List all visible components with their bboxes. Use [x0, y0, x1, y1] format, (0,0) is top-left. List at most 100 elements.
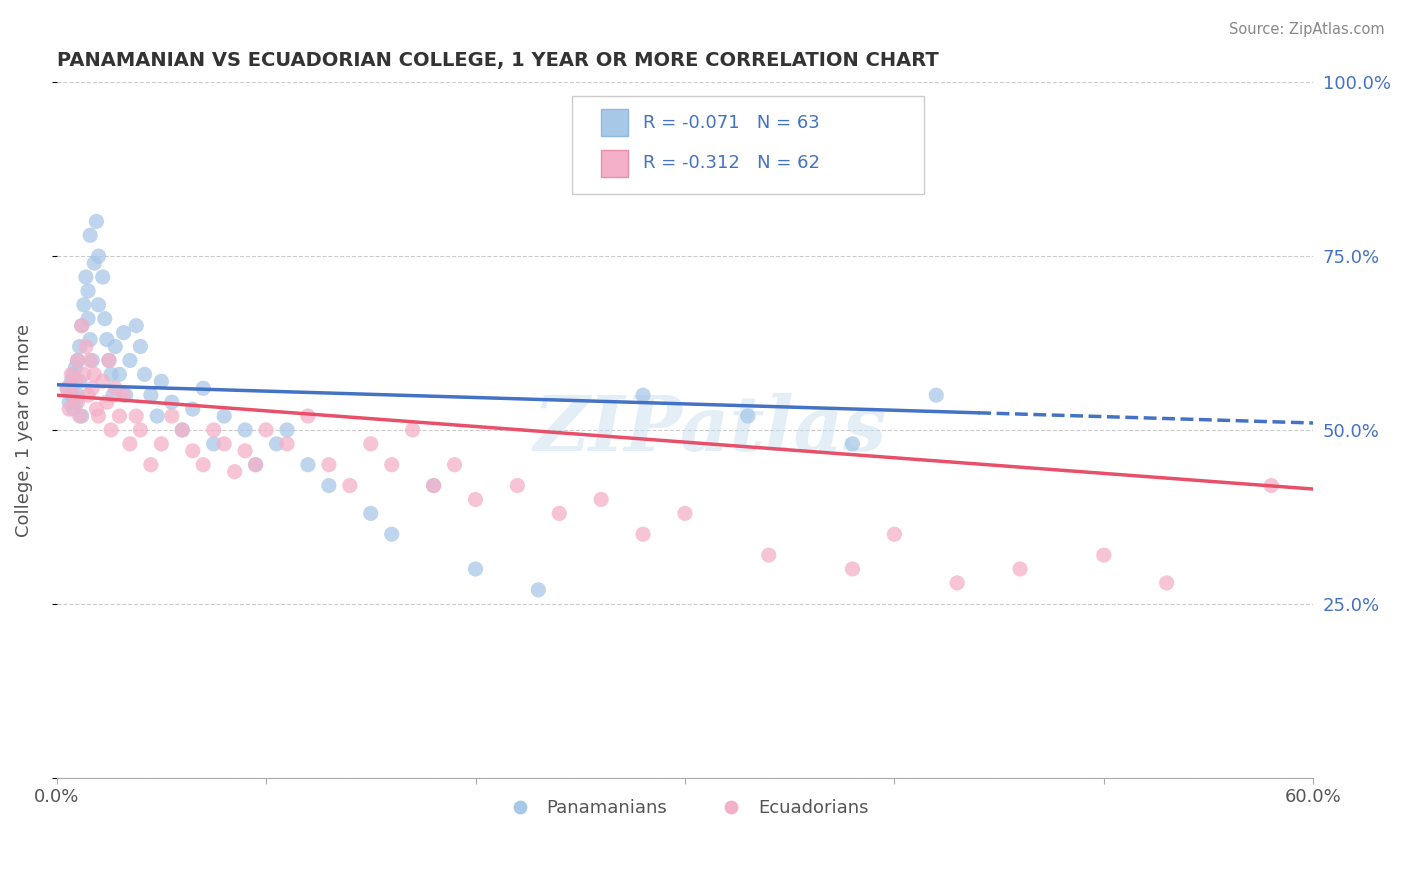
Bar — [600, 110, 628, 136]
Point — [62, 388, 84, 402]
Point — [98, 353, 121, 368]
Point — [112, 326, 135, 340]
Point — [381, 458, 404, 472]
Point — [925, 388, 948, 402]
Point — [134, 368, 156, 382]
Point — [1156, 575, 1178, 590]
Point — [1010, 562, 1032, 576]
Text: ZIPatlas: ZIPatlas — [533, 393, 887, 467]
Point — [181, 402, 204, 417]
Point — [233, 423, 256, 437]
Point — [150, 374, 173, 388]
Point — [631, 388, 654, 402]
Point — [841, 562, 863, 576]
Point — [129, 423, 152, 437]
Point — [108, 368, 131, 382]
Point — [360, 437, 382, 451]
Point — [548, 507, 571, 521]
Point — [193, 458, 215, 472]
Point — [69, 339, 91, 353]
Legend: Panamanians, Ecuadorians: Panamanians, Ecuadorians — [495, 792, 876, 824]
Point — [245, 458, 267, 472]
Point — [527, 582, 550, 597]
Point — [125, 318, 148, 333]
Point — [276, 437, 298, 451]
Point — [212, 409, 235, 423]
Point — [758, 548, 780, 562]
Point — [79, 333, 101, 347]
Point — [1260, 478, 1282, 492]
Point — [464, 492, 486, 507]
Point — [245, 458, 267, 472]
Point — [77, 284, 100, 298]
Point — [318, 458, 340, 472]
Point — [83, 256, 105, 270]
Point — [104, 339, 127, 353]
Point — [297, 458, 319, 472]
Point — [112, 388, 135, 402]
Point — [139, 458, 162, 472]
Point — [65, 360, 87, 375]
Y-axis label: College, 1 year or more: College, 1 year or more — [15, 324, 32, 536]
Point — [172, 423, 194, 437]
Point — [224, 465, 246, 479]
Point — [114, 388, 136, 402]
Point — [160, 409, 183, 423]
Bar — [600, 150, 628, 177]
Point — [360, 507, 382, 521]
Point — [98, 353, 121, 368]
Point — [70, 318, 93, 333]
Point — [172, 423, 194, 437]
Point — [60, 374, 83, 388]
Point — [125, 409, 148, 423]
Point — [100, 423, 122, 437]
Point — [96, 333, 118, 347]
Point — [82, 381, 104, 395]
Point — [65, 374, 87, 388]
Point — [56, 381, 79, 395]
Point — [66, 353, 89, 368]
Point — [66, 395, 89, 409]
Point — [146, 409, 169, 423]
Point — [139, 388, 162, 402]
Text: PANAMANIAN VS ECUADORIAN COLLEGE, 1 YEAR OR MORE CORRELATION CHART: PANAMANIAN VS ECUADORIAN COLLEGE, 1 YEAR… — [56, 51, 938, 70]
Point — [233, 443, 256, 458]
Point — [65, 395, 87, 409]
Point — [73, 368, 96, 382]
FancyBboxPatch shape — [572, 96, 924, 194]
Point — [1092, 548, 1115, 562]
Point — [91, 374, 114, 388]
Point — [443, 458, 465, 472]
Point — [62, 368, 84, 382]
Point — [266, 437, 288, 451]
Point — [96, 395, 118, 409]
Point — [118, 437, 141, 451]
Point — [66, 388, 89, 402]
Point — [297, 409, 319, 423]
Point — [339, 478, 361, 492]
Point — [402, 423, 425, 437]
Text: R = -0.071   N = 63: R = -0.071 N = 63 — [644, 113, 820, 132]
Point — [212, 437, 235, 451]
Point — [946, 575, 969, 590]
Point — [87, 409, 110, 423]
Point — [70, 409, 93, 423]
Point — [60, 388, 83, 402]
Point — [631, 527, 654, 541]
Point — [129, 339, 152, 353]
Point — [91, 270, 114, 285]
Point — [66, 353, 89, 368]
Point — [591, 492, 613, 507]
Point — [100, 368, 122, 382]
Point — [62, 402, 84, 417]
Point — [108, 409, 131, 423]
Point — [181, 443, 204, 458]
Point — [673, 507, 696, 521]
Point — [118, 353, 141, 368]
Point — [202, 423, 225, 437]
Point — [841, 437, 863, 451]
Point — [737, 409, 759, 423]
Point — [75, 270, 97, 285]
Point — [75, 339, 97, 353]
Point — [318, 478, 340, 492]
